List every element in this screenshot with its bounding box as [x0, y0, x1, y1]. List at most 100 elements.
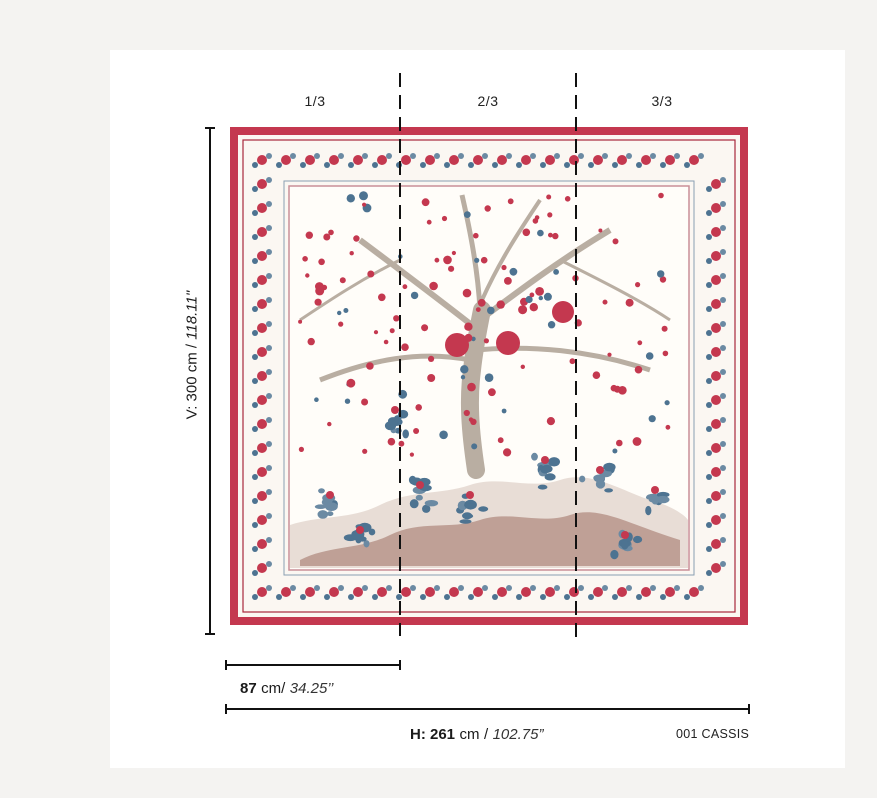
border-leaf [720, 561, 726, 567]
border-flower [257, 491, 267, 501]
blossom [344, 398, 351, 404]
border-flower [711, 515, 721, 525]
border-leaf [266, 369, 272, 375]
border-leaf [698, 153, 704, 159]
blossom [662, 350, 669, 357]
shrub-flower [596, 466, 604, 474]
border-flower [401, 587, 411, 597]
shrub-leaf [424, 500, 439, 507]
large-bloom [445, 333, 469, 357]
blossom [462, 288, 472, 298]
border-leaf [266, 345, 272, 351]
border-leaf [266, 225, 272, 231]
blossom [349, 251, 354, 256]
border-flower [711, 563, 721, 573]
border-flower [473, 155, 483, 165]
shrub-leaf [633, 535, 643, 544]
blossom [367, 270, 375, 278]
shrub-flower [391, 406, 399, 414]
border-flower [497, 155, 507, 165]
border-leaf [348, 162, 354, 168]
border-flower [711, 467, 721, 477]
blossom [378, 293, 386, 302]
blossom [658, 192, 664, 199]
shrub-flower [541, 456, 549, 464]
border-flower [257, 347, 267, 357]
border-leaf [660, 162, 666, 168]
blossom [323, 233, 331, 241]
blossom [467, 382, 476, 392]
border-leaf [252, 474, 258, 480]
border-leaf [290, 585, 296, 591]
shrub-leaf [368, 528, 376, 536]
border-flower [711, 419, 721, 429]
panel-width-label: 87 cm/ 34.25’’ [240, 680, 333, 698]
border-flower [353, 587, 363, 597]
blossom [468, 417, 474, 422]
blossom [547, 212, 553, 218]
blossom [612, 238, 619, 245]
border-leaf [372, 162, 378, 168]
border-leaf [650, 153, 656, 159]
border-leaf [540, 162, 546, 168]
border-flower [257, 515, 267, 525]
blossom [428, 355, 435, 362]
border-leaf [372, 594, 378, 600]
blossom [546, 417, 556, 426]
inner-field-outline [283, 180, 695, 576]
vertical-dimension-label: V: 300 cm / 118.11" [184, 291, 201, 419]
panel-width-value: 87 [240, 680, 257, 697]
blossom [443, 255, 452, 265]
border-flower [425, 155, 435, 165]
blossom [387, 437, 396, 446]
blossom [661, 325, 668, 332]
blossom [463, 211, 471, 219]
blossom [327, 421, 332, 427]
shrub-leaf [415, 494, 423, 501]
blossom [552, 232, 559, 240]
border-leaf [720, 441, 726, 447]
blossom [362, 448, 368, 454]
border-leaf [266, 417, 272, 423]
shrub-leaf [595, 479, 606, 489]
border-leaf [626, 153, 632, 159]
blossom [664, 400, 670, 406]
blossom [473, 232, 479, 239]
border-leaf [252, 570, 258, 576]
border-flower [305, 155, 315, 165]
border-leaf [706, 570, 712, 576]
border-leaf [266, 513, 272, 519]
border-leaf [266, 249, 272, 255]
blossom [439, 430, 448, 440]
border-leaf [516, 594, 522, 600]
border-leaf [252, 450, 258, 456]
border-leaf [252, 258, 258, 264]
blossom [427, 374, 436, 382]
border-flower [711, 275, 721, 285]
border-leaf [276, 594, 282, 600]
border-flower [257, 323, 267, 333]
shrub-leaf [548, 457, 560, 467]
blossom [625, 298, 634, 307]
border-leaf [706, 378, 712, 384]
blossom [429, 281, 438, 291]
border-leaf [386, 153, 392, 159]
border-leaf [564, 594, 570, 600]
border-flower [569, 155, 579, 165]
blossom [314, 397, 319, 403]
blossom [362, 202, 367, 207]
blossom [471, 443, 478, 450]
border-flower [545, 155, 555, 165]
shrub-leaf [422, 504, 431, 513]
border-flower [353, 155, 363, 165]
vertical-dimension-imperial: 118.11" [183, 290, 201, 340]
tree-of-life [299, 194, 671, 479]
blossom [529, 292, 535, 298]
blossom [598, 228, 603, 233]
border-leaf [314, 585, 320, 591]
border-leaf [554, 585, 560, 591]
border-flower [473, 587, 483, 597]
shrub-flower [416, 481, 424, 489]
blossom [665, 424, 671, 430]
border-leaf [252, 546, 258, 552]
